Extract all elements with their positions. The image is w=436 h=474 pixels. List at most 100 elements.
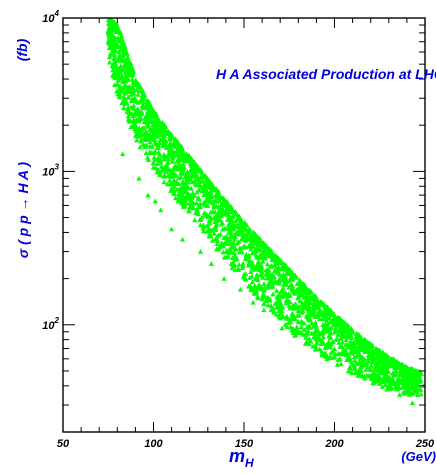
data-point	[230, 263, 237, 268]
data-point	[412, 370, 418, 376]
data-point	[317, 316, 323, 321]
data-point	[229, 243, 235, 249]
data-point	[365, 358, 371, 364]
data-point	[180, 204, 186, 210]
data-point	[351, 365, 358, 371]
data-point	[213, 246, 220, 252]
data-point	[344, 342, 350, 348]
data-point	[398, 363, 404, 369]
data-point	[244, 234, 250, 239]
data-point	[304, 324, 310, 330]
data-point	[293, 289, 300, 295]
data-point	[343, 337, 349, 342]
data-point	[140, 95, 147, 101]
data-point	[162, 130, 169, 135]
data-point	[192, 210, 199, 216]
data-point	[346, 368, 352, 374]
data-point	[214, 241, 220, 247]
data-point	[263, 297, 270, 302]
data-point	[361, 373, 367, 379]
data-point	[120, 151, 126, 157]
data-point	[256, 235, 262, 241]
data-point	[124, 85, 131, 91]
data-point	[283, 278, 289, 284]
data-point	[225, 217, 231, 222]
data-point	[303, 334, 309, 340]
data-point	[143, 137, 149, 142]
data-point	[165, 154, 171, 159]
data-point	[204, 177, 210, 183]
data-point	[320, 316, 326, 321]
data-point	[122, 74, 128, 80]
data-point	[154, 161, 161, 166]
data-point	[280, 285, 286, 291]
axis-ticks: 50 100 150 200 250 104 103 102	[42, 9, 435, 450]
data-point	[121, 43, 128, 49]
data-point	[295, 295, 302, 301]
data-point	[180, 147, 186, 153]
data-point	[181, 196, 187, 202]
data-point	[169, 148, 175, 154]
data-point	[335, 332, 341, 337]
data-point	[150, 160, 156, 166]
data-point	[374, 361, 380, 367]
data-point	[269, 262, 275, 268]
data-point	[348, 335, 355, 340]
data-point	[375, 374, 381, 379]
data-point	[112, 47, 118, 53]
data-point	[411, 383, 417, 389]
data-point	[242, 276, 249, 281]
data-point	[349, 328, 356, 334]
data-point	[261, 307, 267, 313]
data-point	[161, 151, 167, 157]
data-point	[132, 110, 139, 116]
data-point	[247, 283, 253, 288]
data-point	[135, 132, 141, 138]
data-point	[397, 392, 403, 397]
data-point	[200, 225, 206, 231]
data-point	[389, 378, 396, 383]
data-point	[248, 246, 254, 252]
data-point	[141, 91, 147, 97]
data-point	[312, 319, 319, 325]
data-point	[230, 213, 236, 218]
y-axis-label: σ ( p p → H A )	[15, 162, 31, 258]
data-point	[349, 370, 355, 376]
data-point	[177, 186, 183, 192]
data-point	[286, 302, 292, 308]
data-point	[121, 105, 127, 111]
data-point	[376, 359, 382, 365]
data-point	[270, 274, 276, 280]
data-point	[232, 253, 238, 259]
data-point	[338, 324, 344, 330]
data-point	[156, 140, 162, 145]
data-point	[197, 222, 204, 228]
data-point	[314, 340, 320, 345]
data-point	[127, 60, 134, 65]
data-point	[401, 390, 408, 396]
data-point	[273, 256, 279, 261]
data-point	[200, 200, 207, 206]
x-axis-label: mH	[229, 446, 254, 470]
data-point	[414, 388, 420, 394]
data-point	[411, 374, 417, 380]
data-point	[151, 154, 157, 160]
data-point	[234, 240, 240, 246]
data-point	[233, 218, 239, 224]
data-point	[157, 172, 163, 178]
data-point	[201, 192, 207, 197]
data-point	[303, 298, 309, 304]
data-point	[353, 349, 359, 355]
data-point	[370, 380, 376, 386]
data-point	[307, 310, 313, 316]
data-point	[260, 274, 266, 280]
data-point	[292, 305, 299, 311]
data-point	[113, 29, 119, 34]
data-point	[254, 245, 260, 251]
data-point	[165, 159, 171, 165]
data-point	[138, 126, 145, 132]
data-point	[236, 266, 242, 272]
data-point	[158, 159, 164, 165]
data-point	[320, 334, 327, 340]
data-point	[125, 113, 131, 119]
